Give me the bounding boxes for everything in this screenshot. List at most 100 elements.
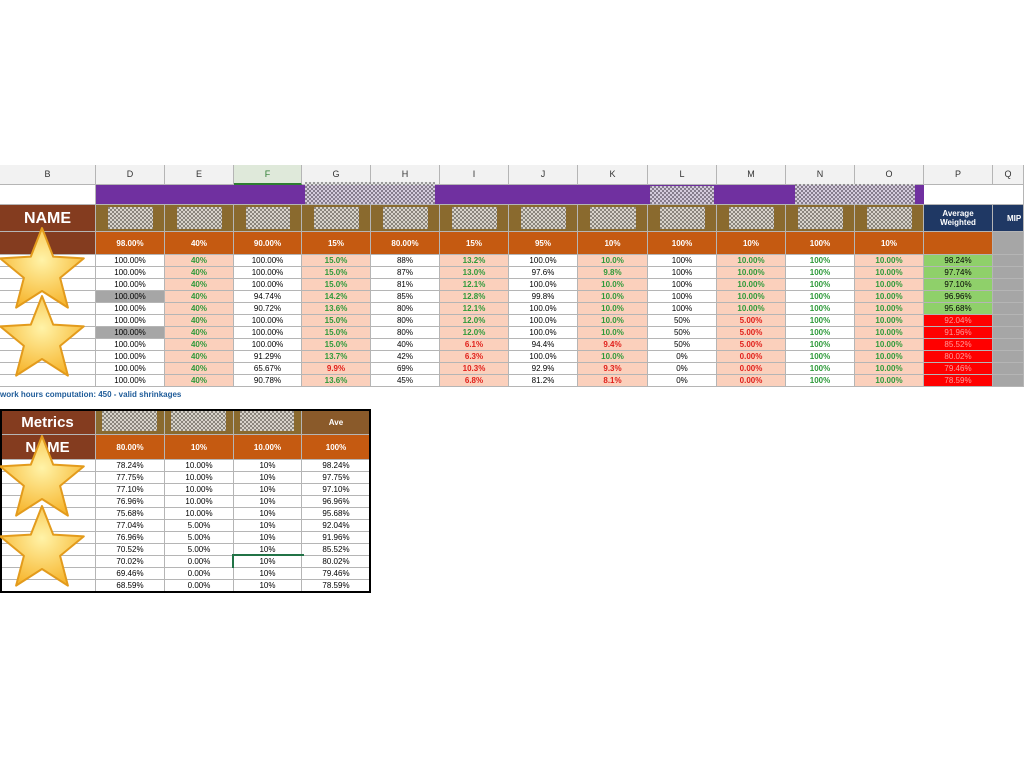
data-cell[interactable]: 10%: [234, 532, 302, 544]
column-header[interactable]: J: [509, 165, 578, 185]
data-cell[interactable]: 9.8%: [578, 267, 648, 279]
data-cell[interactable]: 85%: [371, 291, 440, 303]
data-cell[interactable]: 10.00%: [855, 303, 924, 315]
column-header[interactable]: D: [96, 165, 165, 185]
data-cell[interactable]: 10.00%: [855, 255, 924, 267]
data-cell[interactable]: 76.96%: [96, 532, 165, 544]
column-header[interactable]: P: [924, 165, 993, 185]
data-cell[interactable]: 5.00%: [717, 327, 786, 339]
data-cell[interactable]: 100.0%: [509, 279, 578, 291]
data-cell[interactable]: 10.00%: [855, 339, 924, 351]
data-cell[interactable]: 100%: [648, 291, 717, 303]
data-cell[interactable]: 14.2%: [302, 291, 371, 303]
data-cell[interactable]: 100%: [786, 255, 855, 267]
data-cell[interactable]: 42%: [371, 351, 440, 363]
data-cell[interactable]: 100.00%: [96, 267, 165, 279]
data-cell[interactable]: 70.52%: [96, 544, 165, 556]
data-cell[interactable]: 100%: [786, 279, 855, 291]
data-cell[interactable]: 0%: [648, 375, 717, 387]
data-cell[interactable]: 100%: [648, 279, 717, 291]
data-cell[interactable]: 81%: [371, 279, 440, 291]
data-cell[interactable]: 10.0%: [578, 279, 648, 291]
data-cell[interactable]: 69%: [371, 363, 440, 375]
data-cell[interactable]: 10.00%: [165, 484, 234, 496]
data-cell[interactable]: 100.0%: [509, 255, 578, 267]
data-cell[interactable]: 94.4%: [509, 339, 578, 351]
data-cell[interactable]: 100%: [786, 339, 855, 351]
data-cell[interactable]: 10%: [232, 554, 304, 570]
data-cell[interactable]: 10.0%: [578, 351, 648, 363]
data-cell[interactable]: 97.74%: [924, 267, 993, 279]
data-cell[interactable]: 15.0%: [302, 255, 371, 267]
data-cell[interactable]: 92.9%: [509, 363, 578, 375]
data-cell[interactable]: 76.96%: [96, 496, 165, 508]
data-cell[interactable]: 40%: [371, 339, 440, 351]
data-cell[interactable]: 15.0%: [302, 327, 371, 339]
data-cell[interactable]: 10.00%: [855, 267, 924, 279]
data-cell[interactable]: 98.24%: [924, 255, 993, 267]
data-cell[interactable]: 69.46%: [96, 568, 165, 580]
data-cell[interactable]: 5.00%: [717, 339, 786, 351]
data-cell[interactable]: 100.00%: [96, 363, 165, 375]
data-cell[interactable]: 45%: [371, 375, 440, 387]
data-cell[interactable]: 10%: [234, 544, 302, 556]
column-header[interactable]: B: [0, 165, 96, 185]
data-cell[interactable]: 40%: [165, 375, 234, 387]
data-cell[interactable]: 0.00%: [717, 363, 786, 375]
data-cell[interactable]: 80%: [371, 315, 440, 327]
data-cell[interactable]: 15.0%: [302, 279, 371, 291]
data-cell[interactable]: 100%: [786, 363, 855, 375]
data-cell[interactable]: 100.00%: [234, 327, 302, 339]
data-cell[interactable]: 40%: [165, 267, 234, 279]
data-cell[interactable]: 50%: [648, 327, 717, 339]
data-cell[interactable]: 12.1%: [440, 279, 509, 291]
data-cell[interactable]: 40%: [165, 315, 234, 327]
data-cell[interactable]: 10%: [234, 472, 302, 484]
data-cell[interactable]: 100%: [786, 267, 855, 279]
data-cell[interactable]: 13.0%: [440, 267, 509, 279]
data-cell[interactable]: 80%: [371, 303, 440, 315]
data-cell[interactable]: 0.00%: [165, 568, 234, 580]
data-cell[interactable]: 70.02%: [96, 556, 165, 568]
data-cell[interactable]: 40%: [165, 351, 234, 363]
data-cell[interactable]: 99.8%: [509, 291, 578, 303]
column-header[interactable]: I: [440, 165, 509, 185]
data-cell[interactable]: 10.3%: [440, 363, 509, 375]
data-cell[interactable]: 80%: [371, 327, 440, 339]
data-cell[interactable]: 40%: [165, 327, 234, 339]
data-cell[interactable]: 15.0%: [302, 267, 371, 279]
data-cell[interactable]: 10.00%: [855, 375, 924, 387]
data-cell[interactable]: 100.00%: [96, 375, 165, 387]
data-cell[interactable]: 6.1%: [440, 339, 509, 351]
data-cell[interactable]: 100.0%: [509, 303, 578, 315]
data-cell[interactable]: 78.59%: [924, 375, 993, 387]
data-cell[interactable]: 10.00%: [717, 267, 786, 279]
data-cell[interactable]: 12.0%: [440, 315, 509, 327]
data-cell[interactable]: 10%: [234, 520, 302, 532]
data-cell[interactable]: 40%: [165, 339, 234, 351]
data-cell[interactable]: 12.1%: [440, 303, 509, 315]
data-cell[interactable]: 40%: [165, 279, 234, 291]
data-cell[interactable]: 100.0%: [509, 351, 578, 363]
data-cell[interactable]: 10.0%: [578, 303, 648, 315]
data-cell[interactable]: 10.00%: [717, 255, 786, 267]
data-cell[interactable]: 10.0%: [578, 315, 648, 327]
data-cell[interactable]: 8.1%: [578, 375, 648, 387]
data-cell[interactable]: 15.0%: [302, 315, 371, 327]
data-cell[interactable]: 10.00%: [165, 508, 234, 520]
data-cell[interactable]: 10%: [234, 568, 302, 580]
data-cell[interactable]: 100%: [786, 327, 855, 339]
data-cell[interactable]: 10.00%: [855, 291, 924, 303]
data-cell[interactable]: 92.04%: [924, 315, 993, 327]
data-cell[interactable]: 40%: [165, 363, 234, 375]
data-cell[interactable]: 50%: [648, 339, 717, 351]
data-cell[interactable]: 100.0%: [509, 327, 578, 339]
data-cell[interactable]: 0%: [648, 363, 717, 375]
data-cell[interactable]: 88%: [371, 255, 440, 267]
data-cell[interactable]: 12.8%: [440, 291, 509, 303]
data-cell[interactable]: 10.00%: [165, 496, 234, 508]
data-cell[interactable]: 10%: [234, 496, 302, 508]
data-cell[interactable]: 10.00%: [165, 460, 234, 472]
data-cell[interactable]: 10.0%: [578, 291, 648, 303]
data-cell[interactable]: 10%: [234, 460, 302, 472]
